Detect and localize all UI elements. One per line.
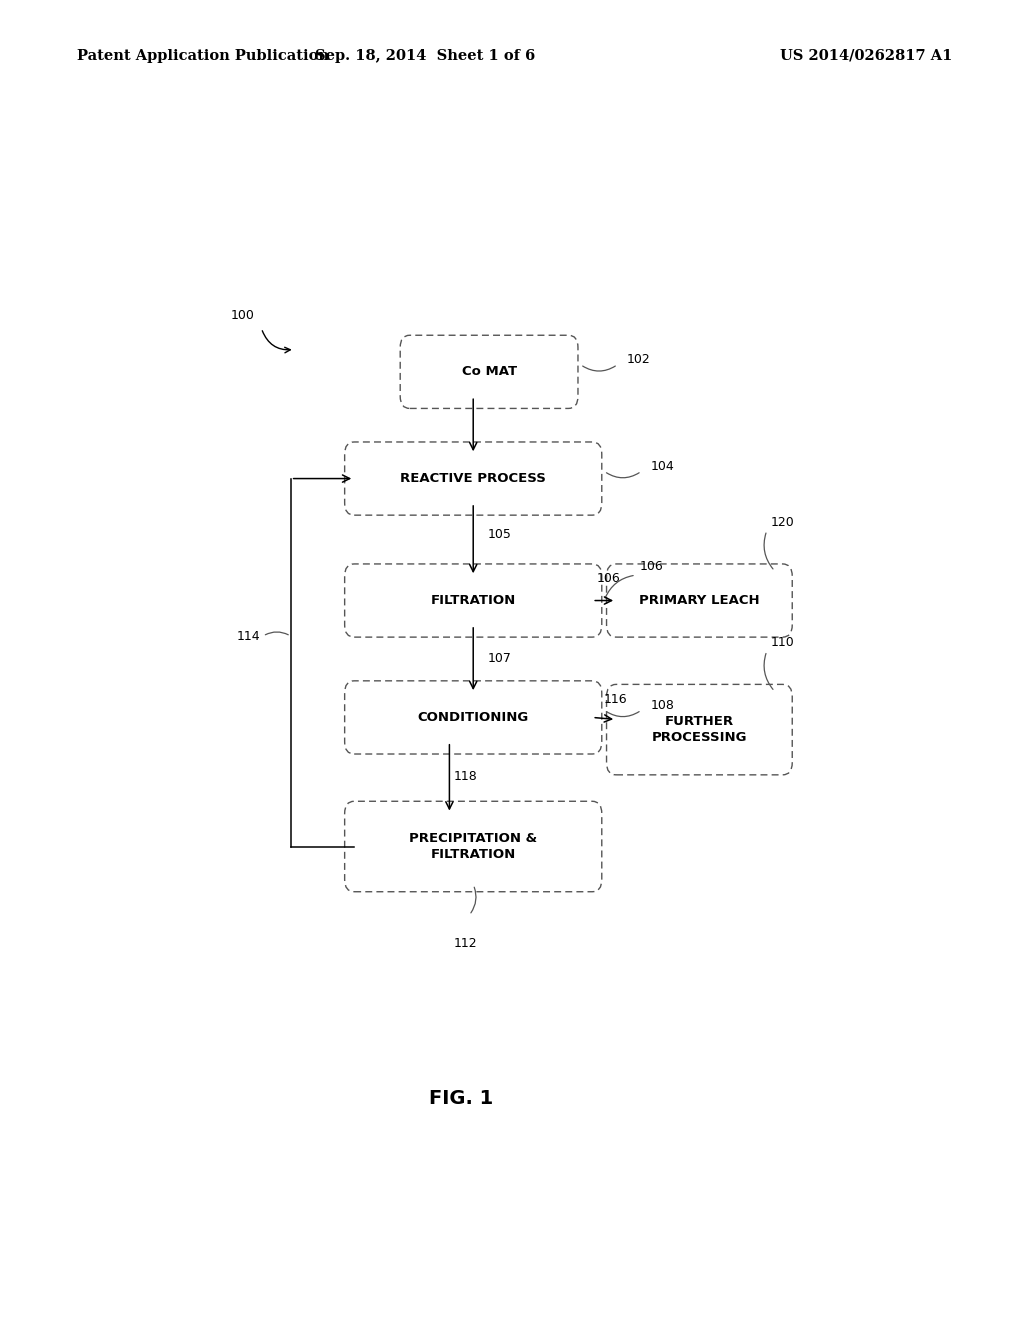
Text: REACTIVE PROCESS: REACTIVE PROCESS	[400, 473, 546, 484]
Text: 118: 118	[454, 770, 477, 783]
FancyBboxPatch shape	[345, 681, 602, 754]
Text: 112: 112	[454, 937, 477, 950]
Text: 105: 105	[487, 528, 511, 541]
Text: 120: 120	[771, 516, 795, 529]
Text: Patent Application Publication: Patent Application Publication	[77, 49, 329, 63]
FancyBboxPatch shape	[606, 564, 793, 638]
FancyBboxPatch shape	[345, 442, 602, 515]
Text: FILTRATION: FILTRATION	[430, 594, 516, 607]
Text: PRIMARY LEACH: PRIMARY LEACH	[639, 594, 760, 607]
FancyBboxPatch shape	[345, 564, 602, 638]
Text: 116: 116	[604, 693, 628, 706]
Text: 110: 110	[771, 636, 795, 649]
FancyBboxPatch shape	[400, 335, 578, 408]
Text: 107: 107	[487, 652, 511, 665]
Text: 106: 106	[640, 561, 664, 573]
Text: FURTHER
PROCESSING: FURTHER PROCESSING	[651, 715, 748, 744]
Text: 102: 102	[627, 352, 650, 366]
Text: FIG. 1: FIG. 1	[429, 1089, 494, 1107]
Text: 100: 100	[231, 309, 255, 322]
Text: 104: 104	[650, 459, 674, 473]
Text: Sep. 18, 2014  Sheet 1 of 6: Sep. 18, 2014 Sheet 1 of 6	[314, 49, 536, 63]
Text: PRECIPITATION &
FILTRATION: PRECIPITATION & FILTRATION	[410, 832, 538, 861]
Text: CONDITIONING: CONDITIONING	[418, 711, 528, 723]
Text: US 2014/0262817 A1: US 2014/0262817 A1	[780, 49, 952, 63]
FancyBboxPatch shape	[345, 801, 602, 892]
FancyBboxPatch shape	[606, 684, 793, 775]
Text: Co MAT: Co MAT	[462, 366, 517, 379]
Text: 108: 108	[650, 698, 674, 711]
Text: 114: 114	[237, 630, 260, 643]
Text: 106: 106	[596, 572, 620, 585]
